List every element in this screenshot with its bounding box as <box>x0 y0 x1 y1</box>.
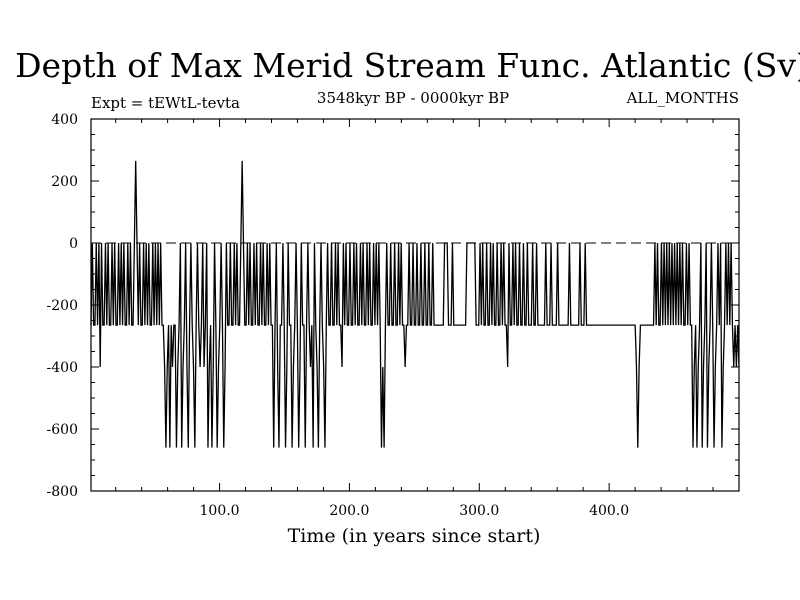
experiment-label: Expt = tEWtL-tevta <box>91 94 240 112</box>
axis-ticks <box>91 118 739 492</box>
y-tick-label: -400 <box>47 360 78 376</box>
x-tick-label: 400.0 <box>589 503 629 519</box>
x-tick-label: 300.0 <box>459 503 499 519</box>
series-group <box>90 160 740 448</box>
y-tick-label: -800 <box>47 484 78 500</box>
y-tick-label: -200 <box>47 298 78 314</box>
series-line <box>90 160 740 448</box>
time-range-label: 3548kyr BP - 0000kyr BP <box>317 89 509 107</box>
plot-frame <box>90 118 740 492</box>
x-tick-label: 200.0 <box>329 503 369 519</box>
x-axis-label: Time (in years since start) <box>288 525 541 547</box>
y-tick-label: -600 <box>47 422 78 438</box>
y-tick-label: 0 <box>69 236 78 252</box>
y-tick-label: 200 <box>51 174 78 190</box>
y-tick-label: 400 <box>51 112 78 128</box>
chart-title: Depth of Max Merid Stream Func. Atlantic… <box>15 46 800 85</box>
axis-tick-labels: 400 200 0 -200 -400 -600 -800 100.0 200.0 300.0 40… <box>47 112 630 519</box>
months-label: ALL_MONTHS <box>626 89 739 107</box>
x-tick-label: 100.0 <box>200 503 240 519</box>
